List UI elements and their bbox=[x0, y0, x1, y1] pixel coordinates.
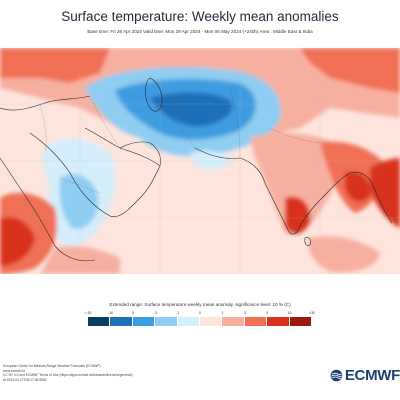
legend-swatch bbox=[110, 317, 133, 326]
legend-tick-label: >30 bbox=[309, 311, 315, 315]
legend-tick-label: <-30 bbox=[84, 311, 92, 315]
legend-tick-label: 1 bbox=[221, 311, 224, 315]
page-title: Surface temperature: Weekly mean anomali… bbox=[61, 9, 339, 24]
anomaly-map[interactable] bbox=[0, 48, 400, 274]
legend-tick-label: 10 bbox=[287, 311, 292, 315]
legend-tick-labels: <-30 -10 -5 -3 -1 0 1 3 5 10 >30 bbox=[84, 311, 316, 317]
legend-tick-label: 0 bbox=[199, 311, 201, 315]
logo-text: ECMWF bbox=[344, 366, 400, 384]
legend-tick-label: -1 bbox=[176, 311, 180, 315]
legend-tick-label: 3 bbox=[243, 311, 246, 315]
legend-swatch bbox=[200, 317, 223, 326]
legend-tick-label: -10 bbox=[107, 311, 113, 315]
ecmwf-logo[interactable]: ECMWF bbox=[330, 366, 400, 384]
legend-swatch bbox=[177, 317, 201, 326]
legend-swatch bbox=[155, 317, 178, 326]
ecmwf-swirl-icon bbox=[330, 369, 343, 381]
legend-swatch bbox=[289, 317, 313, 326]
legend-swatch bbox=[222, 317, 245, 326]
footer-line-org: European Centre for Medium-Range Weather… bbox=[3, 364, 101, 368]
graticule bbox=[0, 48, 400, 274]
legend-tick-label: 5 bbox=[266, 311, 269, 315]
footer-line-timestamp: at 2024-04-27T05:17:36.556Z bbox=[3, 377, 47, 382]
legend-tick-label: -5 bbox=[131, 311, 135, 315]
legend-swatch bbox=[244, 317, 268, 326]
map-canvas bbox=[0, 48, 400, 274]
legend-swatch bbox=[88, 317, 111, 326]
footer-line-license[interactable]: CC BY 4.0 and ECMWF Terms of Use (https:… bbox=[3, 373, 133, 378]
legend-color-bar bbox=[88, 317, 313, 326]
page-subtitle: Base time: Fri 26 Apr 2024 Valid time: M… bbox=[87, 29, 313, 34]
legend-caption: Extended range: Surface temperature week… bbox=[109, 302, 291, 307]
legend-swatch bbox=[267, 317, 290, 326]
footer-credits: European Centre for Medium-Range Weather… bbox=[3, 364, 133, 382]
legend-swatch bbox=[132, 317, 156, 326]
anomaly-fields bbox=[0, 48, 400, 274]
footer-line-url[interactable]: www.ecmwf.int bbox=[3, 368, 25, 373]
legend-tick-label: -3 bbox=[153, 311, 157, 315]
